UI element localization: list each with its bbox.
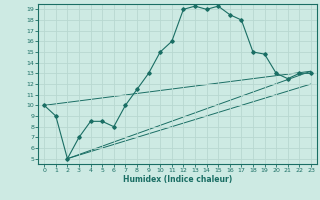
X-axis label: Humidex (Indice chaleur): Humidex (Indice chaleur): [123, 175, 232, 184]
